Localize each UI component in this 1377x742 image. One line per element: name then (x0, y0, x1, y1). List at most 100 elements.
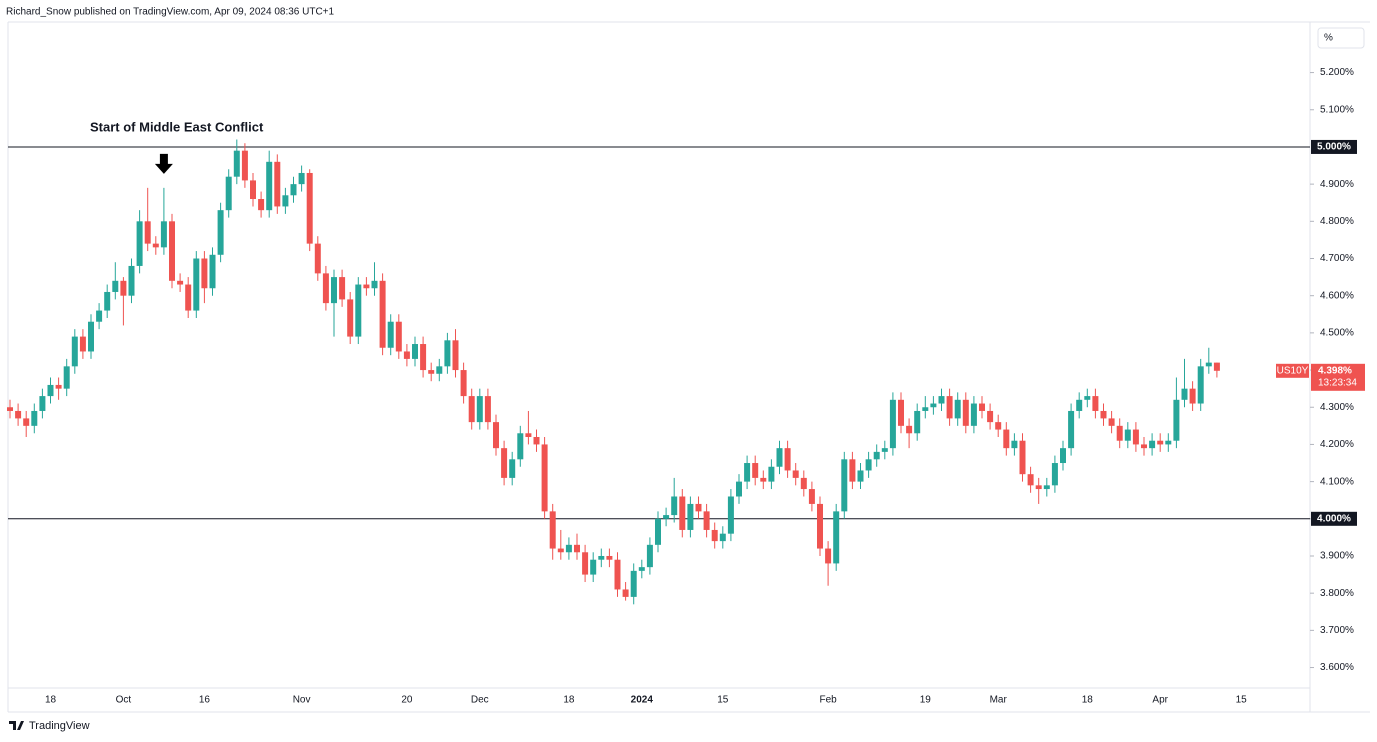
candle-body (663, 515, 670, 519)
candle-body (428, 370, 435, 374)
symbol-badge (1276, 363, 1309, 378)
candle-body (703, 511, 710, 530)
candle-body (420, 344, 427, 371)
candle-body (962, 399, 969, 426)
candle-body (128, 265, 135, 296)
candles (7, 139, 1220, 605)
candle-body (1132, 429, 1139, 445)
x-tick-label: 15 (1236, 695, 1248, 706)
candle-body (88, 321, 94, 352)
x-tick-label: 2024 (631, 695, 654, 706)
byline: Richard_Snow published on TradingView.co… (6, 7, 335, 18)
candle-body (96, 310, 103, 322)
candle-body (922, 407, 929, 411)
candle-body (1173, 399, 1180, 441)
y-tick-label: 4.500% (1320, 328, 1354, 339)
candle-body (768, 466, 775, 482)
candle-body (671, 496, 678, 516)
unit-button[interactable] (1317, 27, 1365, 49)
candle-body (1124, 429, 1131, 441)
candle-body (282, 195, 289, 207)
x-tick-label: 18 (563, 695, 575, 706)
candle-body (590, 559, 597, 575)
candle-body (201, 258, 208, 289)
candle-body (493, 422, 499, 449)
candle-body (1197, 366, 1204, 404)
level-badge (1311, 139, 1357, 154)
candle-body (274, 161, 281, 207)
candle-body (7, 407, 13, 411)
candle-body (1116, 425, 1123, 441)
candle-body (655, 518, 661, 545)
candle-body (1003, 429, 1010, 449)
candle-body (970, 403, 977, 426)
candle-body (906, 425, 913, 434)
candle-body (533, 436, 540, 445)
candle-body (638, 567, 645, 571)
logo-mark (9, 721, 24, 730)
candle-body (865, 459, 872, 471)
y-tick-label: 4.700% (1320, 253, 1354, 264)
candle-body (484, 396, 491, 423)
y-tick-label: 4.100% (1320, 476, 1354, 487)
x-tick-label: 20 (401, 695, 413, 706)
candle-body (889, 399, 896, 449)
y-tick-label: 3.800% (1320, 588, 1354, 599)
candle-body (250, 180, 256, 200)
y-tick-label: 4.900% (1320, 179, 1354, 190)
candle-body (1084, 396, 1091, 400)
candle-body (387, 321, 394, 348)
candle-body (833, 511, 840, 564)
candle-body (630, 570, 637, 597)
x-tick-label: Oct (116, 695, 132, 706)
unit-label: % (1324, 33, 1333, 44)
candle-body (160, 221, 167, 248)
candle-body (468, 396, 475, 423)
candle-body (557, 548, 564, 553)
annotation-arrow (154, 153, 173, 174)
candle-body (120, 280, 127, 296)
candle-body (136, 221, 143, 266)
x-tick-label: Apr (1152, 695, 1168, 706)
candle-body (1213, 362, 1220, 371)
candle-body (444, 340, 451, 367)
candle-body (339, 277, 346, 300)
candle-body (306, 172, 313, 244)
candle-body (1108, 418, 1115, 426)
candle-body (606, 555, 613, 560)
candle-body (509, 459, 516, 478)
candle-body (314, 243, 321, 274)
candle-body (266, 161, 273, 211)
candle-body (1205, 362, 1212, 367)
candle-body (31, 410, 38, 426)
price-badge (1311, 363, 1365, 391)
candle-body (15, 410, 22, 419)
candle-body (808, 489, 815, 504)
candle-body (1165, 440, 1172, 445)
y-tick-label: 3.700% (1320, 625, 1354, 636)
candle-body (727, 496, 734, 534)
candle-body (1019, 440, 1026, 475)
candle-body (1149, 440, 1156, 449)
candle-body (1027, 474, 1034, 486)
candle-body (193, 258, 200, 311)
candle-body (1092, 396, 1099, 411)
candle-body (1157, 440, 1164, 445)
candle-body (873, 451, 880, 460)
candle-body (614, 559, 621, 590)
candle-body (1068, 410, 1075, 449)
x-tick-label: 15 (717, 695, 729, 706)
candle-body (825, 548, 832, 564)
candle-body (152, 243, 159, 248)
candle-body (857, 470, 864, 482)
candle-body (347, 299, 354, 337)
candle-body (395, 321, 402, 352)
candle-body (258, 199, 265, 211)
candle-body (687, 503, 694, 530)
candle-body (436, 366, 443, 374)
candle-body (574, 544, 580, 553)
candle-body (1060, 448, 1066, 464)
symbol-label: US10Y (1277, 365, 1309, 376)
